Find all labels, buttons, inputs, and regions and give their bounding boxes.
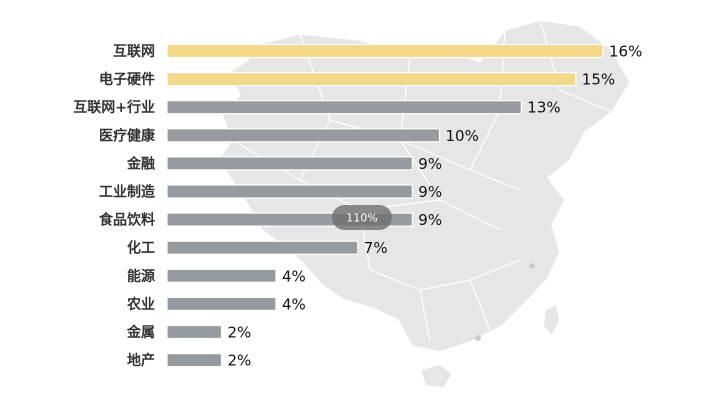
category-label: 地产	[127, 352, 155, 369]
value-label: 2%	[228, 324, 252, 342]
bar	[166, 353, 223, 368]
category-label: 金融	[126, 155, 155, 172]
bar	[166, 268, 277, 283]
value-label: 7%	[364, 239, 388, 257]
bar	[166, 43, 604, 59]
category-label: 食品饮料	[99, 212, 155, 229]
bar	[166, 296, 277, 311]
bars-group	[166, 43, 604, 368]
value-label: 4%	[282, 267, 306, 285]
value-label: 4%	[282, 295, 306, 313]
value-label: 10%	[446, 127, 479, 145]
map-island-taiwan	[542, 302, 561, 338]
category-label: 互联网+行业	[73, 99, 155, 116]
map-city-dot	[475, 335, 481, 341]
bar	[166, 100, 522, 115]
value-label: 13%	[527, 99, 560, 117]
category-label: 化工	[127, 240, 155, 257]
value-label: 9%	[418, 155, 442, 173]
bar	[166, 240, 359, 255]
category-label: 工业制造	[99, 184, 155, 201]
category-label: 电子硬件	[99, 71, 155, 88]
value-label: 9%	[418, 211, 442, 229]
map-island-hainan	[419, 363, 453, 389]
category-label: 农业	[126, 296, 155, 313]
value-label: 15%	[582, 71, 615, 89]
category-label: 能源	[127, 268, 155, 285]
value-label: 9%	[418, 183, 442, 201]
bar	[166, 156, 413, 171]
value-label: 16%	[609, 43, 642, 61]
category-label: 医疗健康	[99, 127, 156, 144]
value-label: 2%	[228, 352, 252, 370]
bar	[166, 324, 223, 340]
category-label: 金属	[126, 324, 155, 341]
zoom-badge-text: 110%	[346, 212, 377, 225]
map-city-dot	[529, 263, 535, 269]
zoom-badge: 110%	[332, 205, 392, 230]
category-label: 互联网	[113, 44, 155, 60]
bar	[166, 128, 441, 143]
bar	[166, 184, 413, 199]
bar	[166, 71, 577, 87]
value-labels: 16%15%13%10%9%9%9%7%4%4%2%2%	[228, 43, 643, 370]
zoom-badge-pill	[332, 205, 392, 230]
